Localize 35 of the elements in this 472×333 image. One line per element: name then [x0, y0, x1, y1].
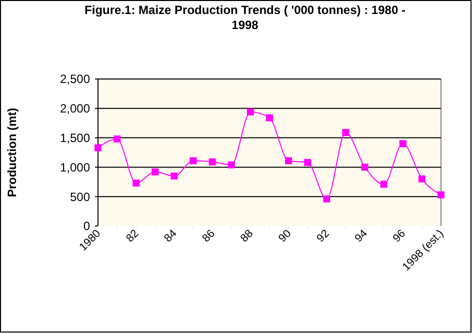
y-tick-label: 500 [70, 190, 90, 204]
point [323, 195, 330, 202]
x-tick-label: 88 [238, 228, 256, 245]
point [114, 135, 121, 142]
chart-title: Figure.1: Maize Production Trends ( '000 tonnes) : 1980 - 1998 [84, 3, 406, 32]
x-tick-label: 90 [276, 228, 294, 245]
y-tick-label: 2,500 [60, 72, 90, 86]
y-axis-title: Production (mt) [5, 108, 19, 198]
point [380, 180, 388, 188]
point [228, 161, 235, 168]
y-tick-label: 2,000 [60, 102, 90, 116]
point [190, 157, 197, 164]
point [399, 140, 406, 148]
point [246, 108, 254, 116]
x-tick-label: 82 [124, 228, 142, 245]
point [208, 158, 216, 166]
x-tick-label: 92 [314, 228, 332, 245]
point [285, 157, 292, 164]
point [304, 158, 312, 166]
y-tick-label: 1,500 [60, 131, 90, 145]
point [438, 191, 444, 198]
x-tick-label: 94 [352, 228, 370, 245]
point [170, 172, 178, 180]
x-tick-label: 84 [162, 228, 180, 245]
point [361, 164, 368, 171]
x-tick-label: 96 [390, 228, 408, 245]
point [132, 180, 140, 187]
point [152, 168, 159, 176]
point [342, 129, 350, 136]
y-tick-label: 0 [83, 219, 90, 234]
point [266, 114, 273, 122]
point [418, 175, 426, 182]
y-tick-label: 1,000 [60, 160, 90, 174]
x-tick-label: 86 [200, 228, 218, 245]
point [94, 144, 102, 152]
